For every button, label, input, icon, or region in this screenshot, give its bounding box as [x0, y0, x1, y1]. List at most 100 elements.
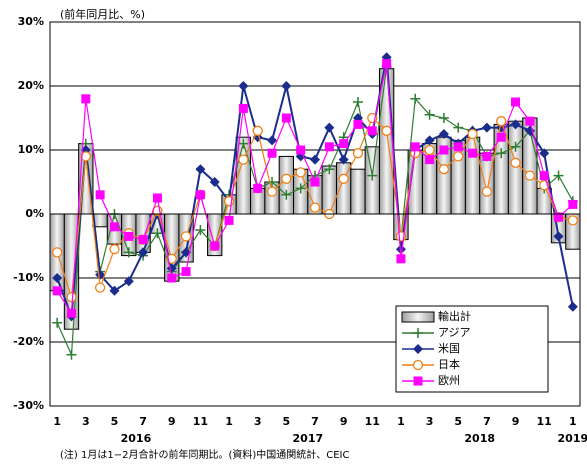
point	[496, 148, 507, 159]
x-tick-label: 7	[311, 415, 319, 428]
x-tick-label: 11	[193, 415, 208, 428]
x-tick-label: 5	[454, 415, 462, 428]
point	[238, 81, 249, 91]
axis-label: (前年同月比、%)	[60, 7, 145, 21]
legend-label: 米国	[438, 342, 460, 355]
point	[238, 103, 248, 113]
point	[424, 135, 435, 146]
y-tick-label: -30%	[13, 399, 44, 412]
y-tick-label: 10%	[18, 143, 44, 156]
point	[382, 59, 392, 69]
point	[324, 142, 334, 152]
point	[109, 285, 120, 296]
point	[167, 273, 177, 283]
legend-label: 輸出計	[438, 309, 471, 323]
point	[567, 301, 578, 312]
point	[413, 328, 423, 338]
point	[123, 276, 134, 287]
point	[296, 145, 306, 155]
point	[138, 235, 148, 245]
y-tick-label: -10%	[13, 271, 44, 284]
point	[425, 155, 435, 165]
point	[510, 157, 521, 168]
point	[439, 145, 449, 155]
x-tick-label: 1	[225, 415, 233, 428]
point	[410, 142, 420, 152]
point	[453, 151, 464, 162]
point	[152, 193, 162, 203]
x-tick-label: 1	[397, 415, 405, 428]
point	[438, 129, 449, 139]
point	[413, 376, 423, 386]
point	[453, 122, 464, 133]
point	[395, 244, 406, 255]
point	[338, 173, 349, 184]
bar	[135, 213, 151, 253]
point	[52, 286, 62, 296]
point	[482, 151, 492, 161]
point	[81, 94, 91, 104]
point	[353, 119, 363, 129]
series	[52, 59, 578, 318]
point	[109, 222, 119, 232]
point	[94, 282, 106, 293]
point	[238, 138, 249, 149]
x-tick-label: 9	[168, 415, 176, 428]
point	[152, 228, 163, 239]
y-tick-label: 0%	[25, 207, 44, 220]
point	[138, 247, 149, 258]
x-tick-label: 7	[483, 415, 491, 428]
point	[281, 113, 291, 123]
point	[66, 292, 77, 303]
point	[52, 247, 63, 258]
point	[352, 97, 363, 107]
point	[281, 173, 292, 184]
point	[481, 186, 493, 197]
point	[524, 125, 535, 136]
point	[52, 273, 63, 283]
point	[554, 212, 564, 222]
point	[267, 148, 277, 158]
point	[396, 254, 406, 264]
point	[453, 142, 463, 152]
x-tick-label: 11	[365, 415, 380, 428]
x-tick-label: 9	[512, 415, 520, 428]
x-tick-label: 3	[82, 415, 90, 428]
bar	[378, 68, 395, 215]
point	[496, 132, 506, 142]
point	[267, 135, 278, 146]
point	[438, 164, 450, 175]
point	[413, 344, 423, 354]
x-tick-label: 3	[254, 415, 262, 428]
point	[80, 151, 91, 162]
point	[310, 177, 320, 187]
point	[367, 126, 377, 136]
point	[181, 247, 192, 258]
year-label: 2017	[293, 432, 324, 445]
point	[352, 148, 364, 159]
point	[510, 119, 521, 130]
point	[166, 253, 177, 264]
legend-label: アジア	[438, 326, 471, 339]
point	[539, 148, 550, 159]
point	[52, 317, 63, 328]
x-tick-label: 3	[426, 415, 434, 428]
point	[553, 170, 564, 181]
point	[267, 177, 278, 187]
point	[367, 170, 378, 181]
point	[310, 154, 320, 165]
point	[481, 122, 492, 133]
point	[511, 97, 521, 107]
point	[253, 183, 263, 193]
point	[238, 154, 249, 165]
x-tick-label: 5	[283, 415, 291, 428]
x-tick-label: 5	[111, 415, 119, 428]
point	[95, 269, 106, 280]
point	[123, 247, 134, 258]
point	[210, 241, 220, 251]
point	[295, 167, 306, 178]
point	[324, 122, 335, 133]
point	[381, 125, 392, 136]
point	[467, 128, 478, 140]
